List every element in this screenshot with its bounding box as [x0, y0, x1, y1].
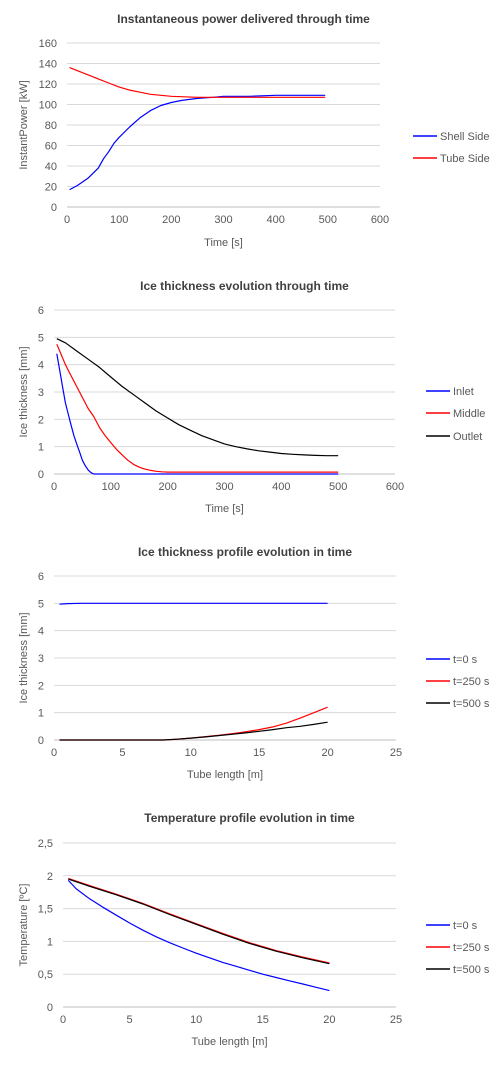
y-tick-label: 4 [38, 626, 44, 638]
y-tick-label: 2 [47, 871, 53, 883]
chart-title: Instantaneous power delivered through ti… [117, 12, 370, 26]
y-tick-label: 20 [45, 182, 57, 194]
chart-1: Instantaneous power delivered through ti… [18, 12, 490, 249]
y-tick-label: 1 [38, 708, 44, 720]
x-tick-label: 0 [64, 214, 70, 226]
x-tick-label: 100 [102, 481, 120, 493]
x-axis-label: Time [s] [205, 503, 244, 515]
x-tick-label: 10 [185, 747, 197, 759]
legend-label: Shell Side [440, 131, 490, 143]
y-tick-label: 6 [38, 571, 44, 583]
y-tick-label: 0 [47, 1002, 53, 1014]
x-tick-label: 20 [323, 1014, 335, 1026]
x-tick-label: 200 [158, 481, 176, 493]
y-tick-label: 120 [39, 79, 57, 91]
x-tick-label: 20 [321, 747, 333, 759]
chart-2: Ice thickness evolution through time 0 1 2 3… [18, 279, 485, 515]
x-tick-label: 200 [162, 214, 180, 226]
y-axis-label: Temperature [ºC] [18, 884, 30, 967]
y-tick-label: 0 [38, 469, 44, 481]
x-axis-label: Time [s] [204, 237, 243, 249]
legend-label: t=500 s [453, 698, 490, 710]
x-tick-label: 0 [60, 1014, 66, 1026]
chart-4: Temperature profile evolution in time 0 0,… [18, 811, 490, 1048]
y-tick-label: 0 [38, 735, 44, 747]
y-axis-label: Ice thickness [mm] [18, 346, 30, 437]
x-tick-label: 600 [386, 481, 404, 493]
x-tick-label: 500 [319, 214, 337, 226]
series-line-3 [56, 338, 339, 457]
series-line-2 [56, 343, 339, 473]
y-tick-label: 2 [38, 414, 44, 426]
x-tick-label: 300 [214, 214, 232, 226]
series-line-2 [59, 706, 328, 741]
x-tick-label: 25 [390, 1014, 402, 1026]
y-tick-label: 80 [45, 120, 57, 132]
x-axis-label: Tube length [m] [191, 1036, 267, 1048]
series-line-1 [59, 602, 328, 605]
y-tick-label: 0 [51, 202, 57, 214]
legend-label: Tube Side [440, 153, 490, 165]
y-tick-label: 0,5 [38, 969, 53, 981]
x-tick-label: 5 [119, 747, 125, 759]
y-tick-label: 2,5 [38, 838, 53, 850]
x-tick-label: 600 [371, 214, 389, 226]
legend-label: Inlet [453, 386, 474, 398]
x-tick-label: 0 [51, 747, 57, 759]
series-line-3 [59, 721, 328, 741]
x-tick-label: 400 [272, 481, 290, 493]
series-line-1 [56, 353, 339, 475]
x-tick-label: 10 [190, 1014, 202, 1026]
y-tick-label: 4 [38, 360, 44, 372]
series-line-1 [67, 879, 330, 992]
series-line-3 [68, 878, 330, 965]
y-tick-label: 40 [45, 161, 57, 173]
chart-title: Ice thickness profile evolution in time [138, 545, 352, 559]
x-tick-label: 15 [257, 1014, 269, 1026]
x-tick-label: 100 [110, 214, 128, 226]
y-tick-label: 6 [38, 305, 44, 317]
y-tick-label: 2 [38, 680, 44, 692]
series-line-2 [69, 67, 326, 98]
y-tick-label: 3 [38, 387, 44, 399]
y-axis-label: Ice thickness [mm] [18, 612, 30, 703]
y-tick-label: 5 [38, 332, 44, 344]
x-tick-label: 15 [253, 747, 265, 759]
x-tick-label: 5 [127, 1014, 133, 1026]
y-axis-label: InstantPower [kW] [18, 80, 30, 169]
y-tick-label: 5 [38, 598, 44, 610]
x-axis-label: Tube length [m] [187, 769, 263, 781]
y-tick-label: 160 [39, 38, 57, 50]
legend-label: t=500 s [453, 964, 490, 976]
legend-label: t=250 s [453, 942, 490, 954]
x-tick-label: 25 [390, 747, 402, 759]
chart-title: Temperature profile evolution in time [144, 811, 355, 825]
legend-label: Middle [453, 408, 485, 420]
y-tick-label: 1,5 [38, 904, 53, 916]
legend-label: Outlet [453, 431, 482, 443]
y-tick-label: 1 [38, 442, 44, 454]
x-tick-label: 400 [266, 214, 284, 226]
x-tick-label: 0 [51, 481, 57, 493]
chart-title: Ice thickness evolution through time [140, 279, 349, 293]
y-tick-label: 3 [38, 653, 44, 665]
legend-label: t=0 s [453, 654, 478, 666]
legend-label: t=0 s [453, 920, 478, 932]
y-tick-label: 100 [39, 100, 57, 112]
y-tick-label: 1 [47, 936, 53, 948]
legend-label: t=250 s [453, 676, 490, 688]
y-tick-label: 140 [39, 59, 57, 71]
chart-3: Ice thickness profile evolution in time 0… [18, 545, 490, 781]
series-line-2 [68, 877, 330, 964]
series-line-1 [69, 94, 326, 191]
y-tick-label: 60 [45, 141, 57, 153]
x-tick-label: 500 [329, 481, 347, 493]
x-tick-label: 300 [215, 481, 233, 493]
